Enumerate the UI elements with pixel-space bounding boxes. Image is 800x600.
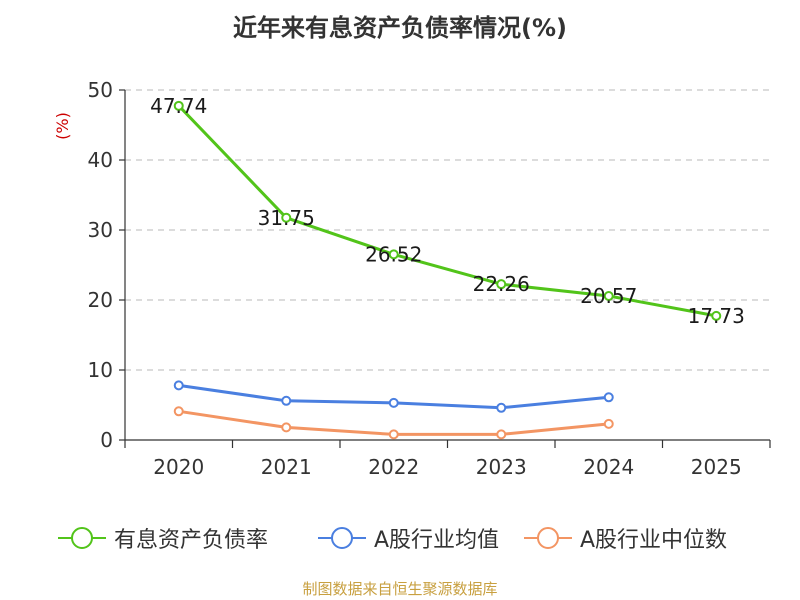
y-tick-label: 0 — [100, 428, 113, 452]
data-point — [281, 212, 292, 223]
data-label: 22.26 — [473, 272, 530, 296]
data-label: 26.52 — [365, 242, 422, 266]
x-tick-label: 2020 — [153, 455, 204, 479]
legend-marker-icon — [524, 527, 572, 549]
data-point — [496, 402, 507, 413]
data-label: 20.57 — [580, 284, 637, 308]
y-tick-label: 10 — [88, 358, 113, 382]
source-note: 制图数据来自恒生聚源数据库 — [302, 580, 498, 598]
x-tick-label: 2022 — [368, 455, 419, 479]
legend-marker-icon — [58, 527, 106, 549]
data-labels: 47.74 31.75 26.52 22.26 20.57 17.73 — [150, 94, 745, 328]
legend-marker-icon — [318, 527, 366, 549]
y-tick-label: 50 — [88, 78, 113, 102]
legend-label: 有息资产负债率 — [114, 528, 269, 553]
x-tick-label: 2021 — [261, 455, 312, 479]
legend-label: A股行业中位数 — [580, 528, 728, 553]
data-point — [281, 422, 292, 433]
data-point — [496, 429, 507, 440]
data-point — [173, 380, 184, 391]
data-point — [603, 418, 614, 429]
data-label: 17.73 — [688, 304, 745, 328]
y-tick-label: 20 — [88, 288, 113, 312]
data-point — [388, 397, 399, 408]
chart-title: 近年来有息资产负债率情况(%) — [233, 14, 567, 42]
data-point — [603, 392, 614, 403]
data-point — [173, 100, 184, 111]
legend-item-industry-median[interactable]: A股行业中位数 — [524, 518, 727, 558]
data-label: 31.75 — [258, 206, 315, 230]
legend-label: A股行业均值 — [374, 528, 500, 553]
series-line-0 — [177, 104, 717, 318]
x-tick-label: 2023 — [476, 455, 527, 479]
x-tick-label: 2025 — [691, 455, 742, 479]
x-tick-label: 2024 — [583, 455, 634, 479]
axes: 0 10 20 30 40 50 2020 2021 2022 2023 2024 2025 — [88, 78, 771, 479]
legend-item-interest-bearing-ratio[interactable]: 有息资产负债率 — [58, 518, 268, 558]
data-point — [711, 310, 722, 321]
grid-lines — [125, 89, 770, 371]
legend-item-industry-mean[interactable]: A股行业均值 — [318, 518, 499, 558]
data-label: 47.74 — [150, 94, 207, 118]
legend: 有息资产负债率 A股行业均值 A股行业中位数 — [0, 518, 800, 558]
data-point — [388, 249, 399, 260]
data-point — [173, 406, 184, 417]
y-tick-label: 40 — [88, 148, 113, 172]
data-point — [388, 429, 399, 440]
y-axis-label: (%) — [53, 112, 72, 140]
y-tick-label: 30 — [88, 218, 113, 242]
series-layer — [173, 100, 722, 440]
data-point — [281, 395, 292, 406]
data-point — [496, 279, 507, 290]
data-point — [603, 291, 614, 302]
